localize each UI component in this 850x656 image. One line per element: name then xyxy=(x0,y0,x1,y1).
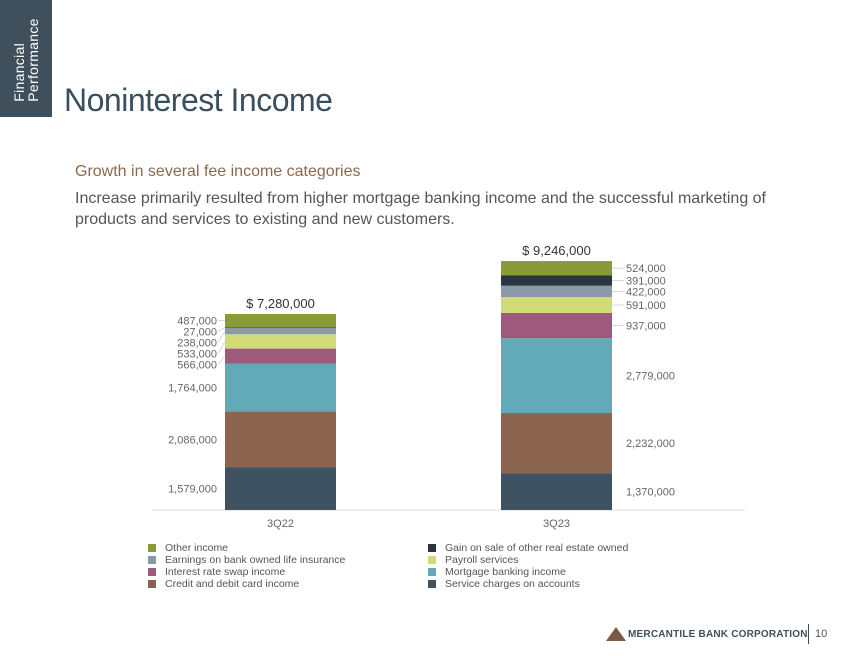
bar-segment xyxy=(501,413,612,474)
legend-swatch xyxy=(148,580,156,588)
legend-item: Service charges on accounts xyxy=(428,578,708,590)
legend-item: Credit and debit card income xyxy=(148,578,428,590)
label-leader-line xyxy=(217,330,226,343)
data-label: 1,764,000 xyxy=(168,383,217,395)
bar-segment xyxy=(225,363,336,412)
bar-segment xyxy=(501,261,612,276)
data-label: 937,000 xyxy=(626,321,666,333)
data-label: 422,000 xyxy=(626,286,666,298)
bar-segment xyxy=(501,312,612,339)
legend-item: Other income xyxy=(148,542,428,554)
legend-label: Other income xyxy=(165,542,229,554)
bar-segment xyxy=(225,467,336,510)
legend-label: Credit and debit card income xyxy=(165,578,300,590)
data-label: 591,000 xyxy=(626,300,666,312)
data-label: 2,232,000 xyxy=(626,438,675,450)
bar-segment xyxy=(225,327,336,328)
data-label: 2,779,000 xyxy=(626,371,675,383)
legend-item: Earnings on bank owned life insurance xyxy=(148,554,428,566)
page-title: Noninterest Income xyxy=(64,82,333,118)
footer-company-name: MERCANTILE BANK CORPORATION xyxy=(628,629,808,640)
data-label: 2,086,000 xyxy=(168,434,217,446)
legend-swatch xyxy=(148,544,156,552)
legend-swatch xyxy=(428,556,436,564)
legend-label: Interest rate swap income xyxy=(165,566,286,578)
legend-label: Earnings on bank owned life insurance xyxy=(165,554,346,566)
bar-segment xyxy=(225,327,336,335)
bar-segment xyxy=(501,285,612,298)
data-label: 1,579,000 xyxy=(168,484,217,496)
label-leader-line xyxy=(217,341,226,354)
bar-segment xyxy=(501,275,612,286)
data-label: 533,000 xyxy=(177,349,217,361)
section-tab: Financial Performance xyxy=(0,0,52,117)
legend-label: Payroll services xyxy=(445,554,519,566)
total-label: $ 7,280,000 xyxy=(246,296,315,311)
data-label: 27,000 xyxy=(183,327,217,339)
data-label: 566,000 xyxy=(177,360,217,372)
legend-swatch xyxy=(428,568,436,576)
data-label: 1,370,000 xyxy=(626,487,675,499)
page-subtitle: Growth in several fee income categories xyxy=(75,163,361,180)
chart-legend: Other income Gain on sale of other real e… xyxy=(148,542,728,590)
legend-label: Service charges on accounts xyxy=(445,578,580,590)
legend-swatch xyxy=(148,556,156,564)
label-leader-line xyxy=(217,327,226,332)
company-logo-icon xyxy=(606,627,626,641)
footer-divider xyxy=(808,624,809,644)
bar-segment xyxy=(225,348,336,364)
legend-swatch xyxy=(148,568,156,576)
legend-label: Mortgage banking income xyxy=(445,566,566,578)
data-label: 238,000 xyxy=(177,338,217,350)
bar-segment xyxy=(225,334,336,349)
bar-segment xyxy=(225,314,336,328)
data-label: 524,000 xyxy=(626,263,666,275)
total-label: $ 9,246,000 xyxy=(522,243,591,258)
data-label: 487,000 xyxy=(177,316,217,328)
bar-segment xyxy=(225,411,336,468)
category-label: 3Q22 xyxy=(267,518,294,530)
bar-segment xyxy=(501,297,612,313)
legend-item: Interest rate swap income xyxy=(148,566,428,578)
legend-item: Mortgage banking income xyxy=(428,566,708,578)
category-label: 3Q23 xyxy=(543,518,570,530)
legend-item: Payroll services xyxy=(428,554,708,566)
legend-swatch xyxy=(428,544,436,552)
legend-item: Gain on sale of other real estate owned xyxy=(428,542,708,554)
page-number: 10 xyxy=(815,628,828,640)
data-label: 391,000 xyxy=(626,275,666,287)
page-description: Increase primarily resulted from higher … xyxy=(75,190,766,228)
bar-segment xyxy=(501,473,612,510)
bar-segment xyxy=(501,338,612,414)
legend-label: Gain on sale of other real estate owned xyxy=(445,542,629,554)
label-leader-line xyxy=(217,355,226,365)
legend-swatch xyxy=(428,580,436,588)
